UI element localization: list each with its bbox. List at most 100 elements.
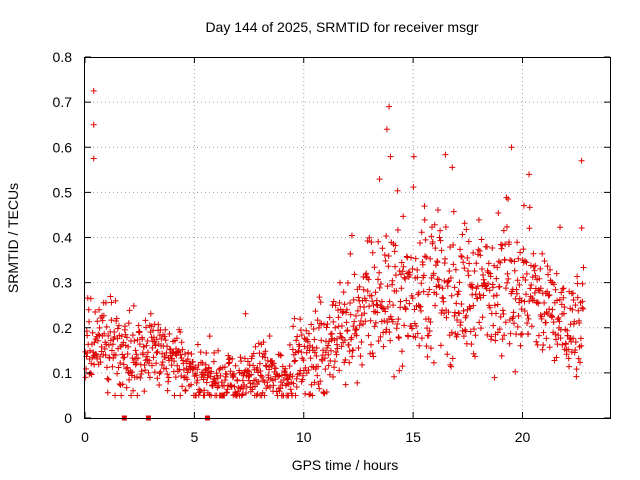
data-point	[136, 341, 143, 348]
data-point	[544, 288, 551, 295]
data-point	[153, 349, 160, 356]
data-point	[377, 280, 384, 287]
data-point	[102, 352, 109, 359]
data-point	[517, 342, 524, 349]
data-point	[337, 333, 344, 340]
data-point	[492, 337, 499, 344]
data-point	[522, 258, 529, 265]
data-point	[503, 223, 510, 230]
data-point	[471, 268, 478, 275]
data-point	[500, 227, 507, 234]
data-point	[305, 330, 312, 337]
data-point	[327, 347, 334, 354]
data-point	[201, 387, 208, 394]
data-point	[272, 365, 279, 372]
data-point	[257, 372, 264, 379]
data-point	[330, 298, 337, 305]
data-point	[318, 337, 325, 344]
data-point	[349, 353, 356, 360]
data-point	[132, 347, 139, 354]
y-tick-label: 0.1	[53, 365, 73, 381]
data-point	[398, 271, 405, 278]
data-point	[500, 310, 507, 317]
data-point	[477, 325, 484, 332]
data-point	[403, 253, 410, 260]
data-point	[184, 376, 191, 383]
data-point	[550, 319, 557, 326]
data-point	[381, 317, 388, 324]
data-point	[303, 370, 310, 377]
data-point	[171, 358, 178, 365]
data-point	[107, 337, 114, 344]
data-point	[580, 305, 587, 312]
data-point	[565, 355, 572, 362]
data-point	[309, 392, 316, 399]
data-point	[484, 331, 491, 338]
data-point	[180, 360, 187, 367]
data-point	[423, 254, 430, 261]
data-point	[344, 279, 351, 286]
data-point	[391, 248, 398, 255]
data-point	[479, 314, 486, 321]
ticks-layer: 0 0.1 0.2 0.3 0.4 0.5 0.6 0.7 0.8 0 5 10 15 20	[53, 49, 610, 445]
data-point	[100, 312, 107, 319]
data-point	[524, 312, 531, 319]
data-point	[464, 254, 471, 261]
data-point	[520, 202, 527, 209]
data-point	[373, 297, 380, 304]
data-point	[250, 362, 257, 369]
data-point	[142, 367, 149, 374]
data-point	[343, 319, 350, 326]
data-point	[454, 291, 461, 298]
data-point	[203, 379, 210, 386]
data-point	[166, 330, 173, 337]
data-point	[430, 359, 437, 366]
data-point	[579, 304, 586, 311]
data-point	[558, 289, 565, 296]
data-point	[290, 323, 297, 330]
data-point	[523, 270, 530, 277]
data-point	[363, 297, 370, 304]
data-point	[97, 359, 104, 366]
data-point	[383, 233, 390, 240]
data-point	[175, 347, 182, 354]
data-point	[85, 306, 92, 313]
data-point	[193, 372, 200, 379]
data-point	[337, 330, 344, 337]
data-point	[528, 281, 535, 288]
data-point	[96, 306, 103, 313]
data-point	[252, 343, 259, 350]
data-point	[212, 380, 219, 387]
data-point	[420, 272, 427, 279]
data-point	[204, 369, 211, 376]
data-point	[538, 315, 545, 322]
data-point	[297, 327, 304, 334]
data-point	[375, 238, 382, 245]
data-point	[576, 319, 583, 326]
data-point	[146, 357, 153, 364]
data-point	[170, 368, 177, 375]
data-point	[296, 370, 303, 377]
data-point	[133, 351, 140, 358]
data-point	[526, 225, 533, 232]
data-point	[204, 374, 211, 381]
data-point	[115, 322, 122, 329]
data-point	[526, 171, 533, 178]
data-point	[103, 364, 110, 371]
data-point	[377, 333, 384, 340]
plot-frame	[84, 57, 611, 419]
data-point	[304, 338, 311, 345]
data-point	[382, 308, 389, 315]
data-point	[392, 242, 399, 249]
data-point	[389, 277, 396, 284]
data-point	[376, 284, 383, 291]
data-point	[511, 320, 518, 327]
points-layer	[82, 87, 587, 421]
data-point	[395, 316, 402, 323]
data-point	[239, 377, 246, 384]
data-point	[245, 368, 252, 375]
data-point	[164, 343, 171, 350]
data-point	[443, 314, 450, 321]
data-point	[134, 392, 141, 399]
data-point	[333, 351, 340, 358]
